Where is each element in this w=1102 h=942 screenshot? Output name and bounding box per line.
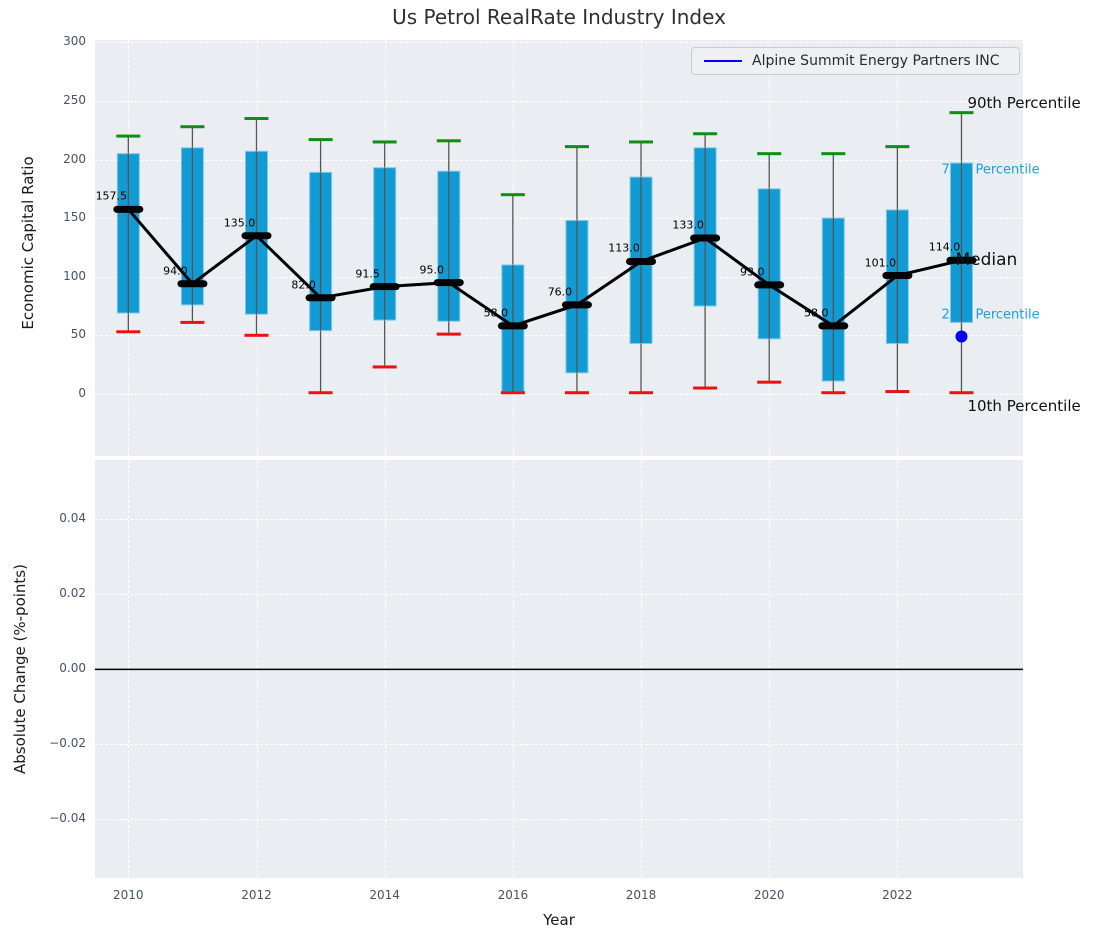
x-tick-2018: 2018 xyxy=(625,888,657,902)
gridline-h-bottom-0.02 xyxy=(95,594,1023,596)
y-tick-top-250: 250 xyxy=(63,92,86,107)
x-tick-2020: 2020 xyxy=(753,888,785,902)
median-value-label-2019: 133.0 xyxy=(672,218,704,232)
percentile-label-q1: 25th Percentile xyxy=(941,307,1040,323)
median-value-label-2010: 157.5 xyxy=(95,189,128,203)
gridline-h-bottom-−0.04 xyxy=(95,819,1023,821)
legend-label: Alpine Summit Energy Partners INC xyxy=(752,53,1000,69)
gridline-v-2022-top xyxy=(897,40,899,456)
percentile-label-q3: 75th Percentile xyxy=(941,162,1040,178)
gridline-v-2014-bottom xyxy=(384,460,386,878)
y-tick-top-200: 200 xyxy=(63,151,86,166)
legend-line-sample xyxy=(704,60,742,62)
percentile-label-median: Median xyxy=(955,250,1018,271)
top-plot-area xyxy=(95,40,1023,456)
y-tick-bottom-−0.02: −0.02 xyxy=(49,736,86,751)
gridline-h-bottom-−0.02 xyxy=(95,744,1023,746)
gridline-v-2012-top xyxy=(256,40,258,456)
gridline-v-2022-bottom xyxy=(897,460,899,878)
median-value-label-2017: 76.0 xyxy=(547,285,573,299)
percentile-label-p90: 90th Percentile xyxy=(967,93,1081,112)
y-tick-bottom-−0.04: −0.04 xyxy=(49,811,86,826)
y-tick-bottom-0.04: 0.04 xyxy=(59,511,86,526)
median-value-label-2016: 58.0 xyxy=(483,306,509,320)
x-tick-2022: 2022 xyxy=(882,888,913,902)
median-value-label-2013: 82.0 xyxy=(291,278,316,292)
gridline-h-top-0 xyxy=(95,393,1023,395)
median-value-label-2018: 113.0 xyxy=(608,241,640,255)
y-tick-top-50: 50 xyxy=(70,327,86,342)
median-value-label-2015: 95.0 xyxy=(419,263,445,277)
x-axis-label: Year xyxy=(543,911,575,929)
gridline-h-top-100 xyxy=(95,276,1023,278)
gridline-h-top-250 xyxy=(95,100,1023,102)
gridline-v-2014-top xyxy=(384,40,386,456)
gridline-v-2018-bottom xyxy=(641,460,643,878)
gridline-v-2016-bottom xyxy=(512,460,514,878)
median-value-label-2014: 91.5 xyxy=(355,267,380,281)
gridline-v-2010-top xyxy=(128,40,130,456)
gridline-v-2018-top xyxy=(641,40,643,456)
y-tick-bottom-0.02: 0.02 xyxy=(59,586,86,601)
gridline-h-top-50 xyxy=(95,335,1023,337)
y-tick-top-100: 100 xyxy=(63,268,86,283)
median-value-label-2022: 101.0 xyxy=(864,256,897,270)
x-tick-2010: 2010 xyxy=(113,888,144,902)
gridline-v-2020-top xyxy=(769,40,771,456)
gridline-h-bottom-0.04 xyxy=(95,519,1023,521)
x-tick-2016: 2016 xyxy=(497,888,529,902)
gridline-v-2012-bottom xyxy=(256,460,258,878)
median-value-label-2011: 94.0 xyxy=(163,264,188,278)
gridline-v-2010-bottom xyxy=(128,460,130,878)
gridline-h-top-200 xyxy=(95,159,1023,161)
y-tick-bottom-0.00: 0.00 xyxy=(59,661,86,676)
x-tick-2012: 2012 xyxy=(241,888,272,902)
median-value-label-2021: 58.0 xyxy=(804,306,829,320)
median-value-label-2012: 135.0 xyxy=(223,216,256,230)
chart-title: Us Petrol RealRate Industry Index xyxy=(392,5,726,29)
y-tick-top-0: 0 xyxy=(78,385,86,400)
median-value-label-2020: 93.0 xyxy=(739,265,765,279)
gridline-v-2016-top xyxy=(512,40,514,456)
percentile-label-p10: 10th Percentile xyxy=(967,396,1081,415)
gridline-h-top-300 xyxy=(95,42,1023,44)
bottom-plot-area xyxy=(95,460,1023,878)
gridline-v-2020-bottom xyxy=(769,460,771,878)
legend: Alpine Summit Energy Partners INC xyxy=(691,47,1020,75)
y-tick-top-300: 300 xyxy=(63,34,86,49)
gridline-h-bottom-0.00 xyxy=(95,669,1023,671)
y-tick-top-150: 150 xyxy=(63,210,86,225)
top-y-axis-label: Economic Capital Ratio xyxy=(19,156,37,330)
x-tick-2014: 2014 xyxy=(369,888,400,902)
